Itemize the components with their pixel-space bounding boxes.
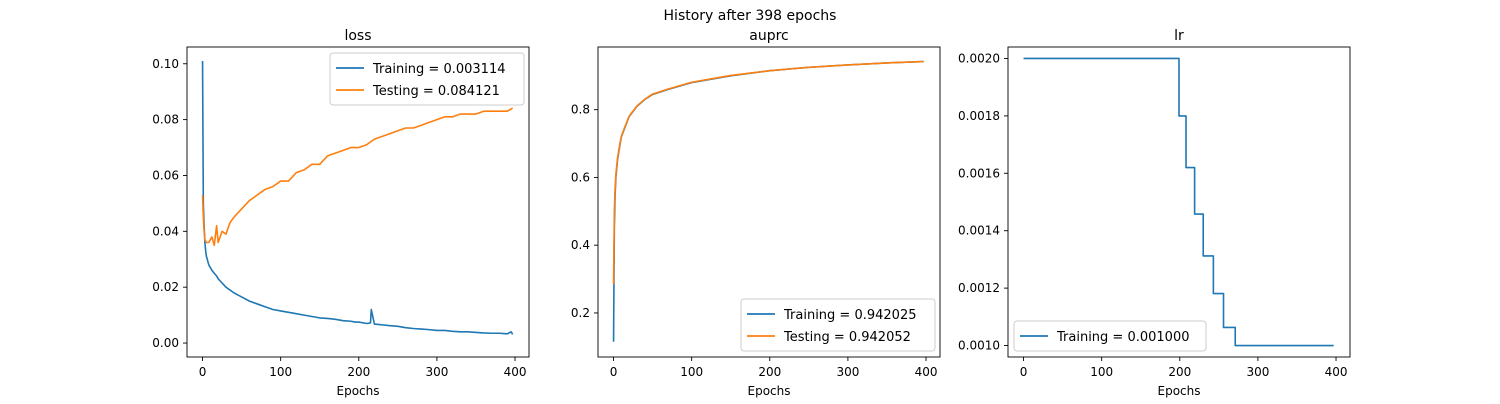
x-tick-label: 0 [610,365,618,379]
series-line-training [1023,57,1334,347]
y-tick-label: 0.08 [152,113,179,127]
subplot-lr: 0 100 200 300 400 0.0010 0.0012 0.0014 0.0016 0.0… [958,28,1351,398]
y-tick-label: 0.06 [152,168,179,182]
legend: Training = 0.001000 [1013,320,1207,352]
legend: Training = 0.942025 Testing = 0.942052 [740,298,936,352]
x-tick-label: 400 [504,365,527,379]
legend: Training = 0.003114 Testing = 0.084121 [329,52,525,106]
y-tick-label: 0.0010 [958,339,1000,353]
x-tick-label: 300 [425,365,448,379]
x-tick-label: 200 [1168,365,1191,379]
y-tick-label: 0.0016 [958,166,1000,180]
x-tick-label: 100 [1090,365,1113,379]
subplot-title: lr [1174,28,1184,44]
x-tick-label: 400 [1325,365,1348,379]
y-tick-label: 0.0014 [958,224,1000,238]
legend-entry: Training = 0.942025 [783,308,916,323]
y-tick-label: 0.0020 [958,51,1000,65]
legend-box [329,52,525,106]
subplot-title: loss [344,28,371,44]
series-line-testing [612,60,924,285]
legend-entry: Testing = 0.084121 [372,84,500,99]
y-tick-label: 0.04 [152,224,179,238]
x-tick-label: 300 [836,365,859,379]
x-tick-label: 200 [758,365,781,379]
legend-entry: Training = 0.003114 [372,62,505,77]
series-line-training [201,60,514,335]
y-tick-label: 0.2 [571,306,590,320]
y-tick-label: 0.6 [571,170,590,184]
legend-entry: Testing = 0.942052 [783,330,911,345]
subplot-loss: 0 100 200 300 400 0.00 0.02 0.04 0.06 0.08 0.10 los… [152,28,530,398]
x-tick-label: 0 [199,365,207,379]
x-tick-label: 300 [1246,365,1269,379]
x-tick-label: 100 [269,365,292,379]
x-tick-label: 0 [1020,365,1028,379]
x-tick-label: 100 [680,365,703,379]
subplot-auprc: 0 100 200 300 400 0.2 0.4 0.6 0.8 auprc Epochs Trai… [571,28,941,398]
plot-frame [597,46,941,358]
plot-frame [186,46,530,358]
y-tick-label: 0.00 [152,336,179,350]
x-axis-label: Epochs [748,384,791,398]
y-tick-label: 0.4 [571,238,590,252]
x-tick-label: 200 [347,365,370,379]
plot-frame [1007,46,1351,358]
y-tick-label: 0.8 [571,103,590,117]
y-tick-label: 0.10 [152,57,179,71]
y-tick-label: 0.02 [152,280,179,294]
subplot-title: auprc [749,28,788,44]
figure-suptitle: History after 398 epochs [664,8,837,24]
legend-box [740,298,936,352]
legend-box [1013,320,1207,352]
x-axis-label: Epochs [1158,384,1201,398]
series-line-testing [201,107,514,247]
y-tick-label: 0.0018 [958,109,1000,123]
legend-entry: Training = 0.001000 [1056,330,1189,345]
x-axis-label: Epochs [337,384,380,398]
x-tick-label: 400 [915,365,938,379]
y-tick-label: 0.0012 [958,281,1000,295]
